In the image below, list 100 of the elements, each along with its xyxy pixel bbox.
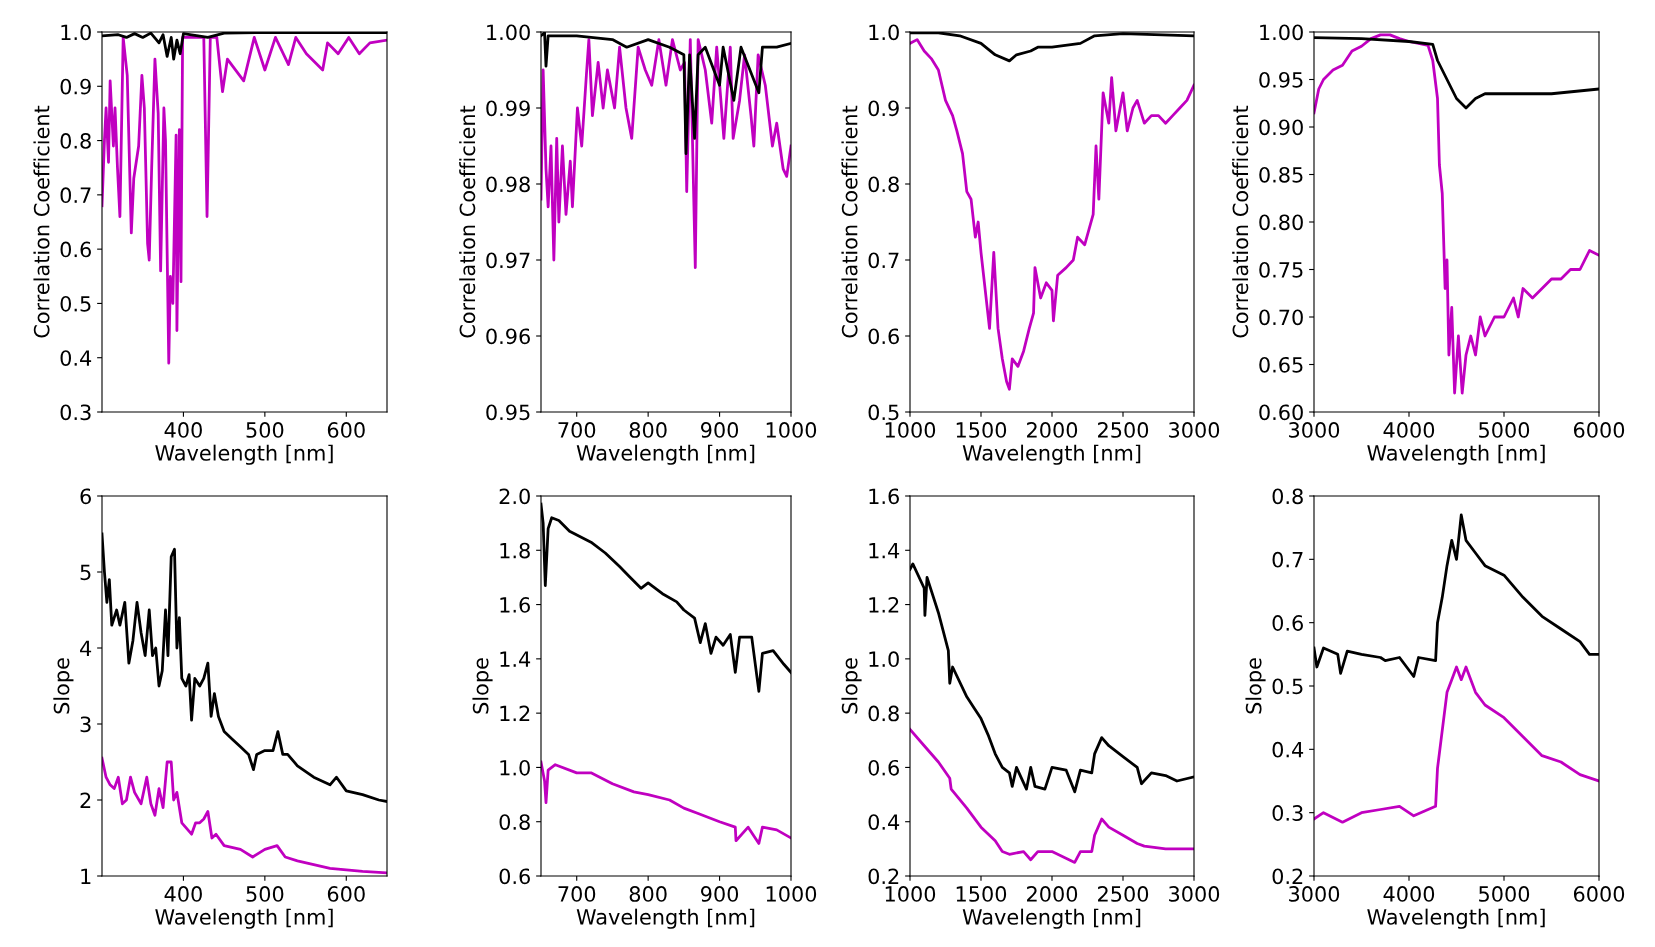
x-tick-label: 4000 [1383,886,1435,902]
y-tick-label: 1.0 [500,759,530,776]
x-tick-label: 3000 [1289,422,1340,438]
y-tick-label: 0.98 [486,176,530,193]
y-tick-label: 0.2 [1272,868,1303,885]
y-tick-label: 0.3 [60,404,91,421]
y-tick-label: 0.95 [486,404,530,421]
y-tick-label: 0.8 [868,705,899,722]
y-tick-label: 0.4 [868,814,900,830]
y-axis-title: Slope [1245,658,1266,714]
y-tick-label: 0.6 [499,868,530,885]
y-tick-label: 0.8 [60,133,91,149]
x-tick-label: 800 [629,422,667,438]
y-tick-label: 0.9 [60,78,91,95]
x-axis-title: Wavelength [nm] [155,444,333,465]
x-tick-label: 2000 [1027,886,1078,902]
x-tick-label: 5000 [1479,886,1530,902]
y-tick-label: 0.4 [60,350,92,366]
y-tick-label: 0.90 [1259,119,1303,136]
x-axis-title: Wavelength [nm] [576,444,755,465]
y-tick-label: 0.6 [868,759,899,776]
y-tick-label: 0.5 [60,295,91,312]
y-tick-label: 0.97 [486,252,530,269]
y-axis-title: Correlation Coefficient [33,105,50,338]
line-series [1314,665,1599,824]
y-axis-title: Slope [53,658,74,714]
x-axis-title: Wavelength [nm] [962,444,1141,465]
x-tick-label: 400 [164,422,202,438]
y-tick-label: 2.0 [499,488,530,505]
x-axis-title: Wavelength [nm] [962,908,1141,929]
x-axis-title: Wavelength [nm] [576,908,755,929]
y-tick-label: 0.8 [1272,488,1303,505]
y-tick-label: 0.6 [868,328,899,345]
y-tick-label: 1.6 [869,488,899,505]
y-tick-label: 5 [80,564,91,581]
y-tick-label: 1 [81,868,91,884]
x-tick-label: 500 [246,886,284,902]
y-tick-label: 1.0 [869,24,899,41]
y-tick-label: 0.5 [868,404,899,421]
x-tick-label: 1500 [956,422,1007,438]
x-axis-title: Wavelength [nm] [1367,444,1545,465]
y-tick-label: 1.6 [500,597,530,613]
y-tick-label: 1.2 [869,597,899,613]
y-tick-label: 0.5 [1272,678,1303,695]
y-tick-label: 0.65 [1259,356,1303,373]
y-tick-label: 2 [80,792,91,808]
y-tick-label: 0.96 [486,328,530,345]
y-tick-label: 0.70 [1259,309,1303,326]
y-axis-title: Slope [472,658,493,714]
x-tick-label: 2500 [1098,422,1149,438]
y-tick-label: 0.99 [486,100,530,117]
y-tick-label: 1.0 [61,24,91,41]
x-tick-label: 400 [164,886,202,902]
x-tick-label: 1000 [885,422,936,438]
y-tick-label: 0.3 [1272,805,1303,821]
y-tick-label: 1.4 [869,543,900,559]
y-tick-label: 0.9 [868,100,899,117]
x-tick-label: 3000 [1289,886,1340,902]
x-tick-label: 4000 [1383,422,1435,438]
line-series [541,760,791,845]
x-tick-label: 700 [558,422,596,438]
x-tick-label: 3000 [1169,422,1220,438]
x-tick-label: 1000 [885,886,936,902]
y-tick-label: 1.8 [500,542,530,559]
x-tick-label: 1000 [766,422,817,438]
y-tick-label: 0.6 [60,241,91,258]
y-tick-label: 1.0 [869,651,899,668]
y-tick-label: 6 [80,488,91,505]
y-tick-label: 4 [80,640,92,656]
y-tick-label: 0.80 [1259,214,1303,231]
y-axis-title: Correlation Coefficient [1232,105,1249,338]
y-axis-title: Correlation Coefficient [841,105,858,338]
x-tick-label: 3000 [1169,886,1220,902]
x-tick-label: 800 [629,886,667,902]
y-tick-label: 1.00 [487,24,530,41]
x-tick-label: 1000 [766,886,817,902]
x-tick-label: 6000 [1573,422,1625,438]
y-tick-label: 3 [80,716,91,733]
y-tick-label: 0.7 [60,187,91,204]
y-tick-label: 1.4 [500,651,531,667]
y-tick-label: 0.60 [1259,404,1303,421]
y-axis-title: Slope [841,658,862,714]
line-series [910,38,1194,391]
x-tick-label: 2500 [1098,886,1149,902]
x-axis-title: Wavelength [nm] [155,908,333,929]
y-tick-label: 0.2 [868,868,899,885]
x-tick-label: 900 [701,886,739,902]
x-axis-title: Wavelength [nm] [1367,908,1545,929]
x-tick-label: 1500 [956,886,1007,902]
y-tick-label: 0.95 [1259,71,1303,88]
x-tick-label: 600 [327,886,365,902]
y-tick-label: 0.7 [868,252,899,269]
x-tick-label: 2000 [1027,422,1078,438]
x-tick-label: 600 [327,422,365,438]
x-tick-label: 6000 [1573,886,1625,902]
y-tick-label: 0.75 [1259,261,1303,278]
y-tick-label: 1.00 [1260,24,1303,41]
x-tick-label: 900 [701,422,739,438]
y-tick-label: 0.8 [499,814,530,830]
y-tick-label: 0.7 [1272,551,1303,568]
